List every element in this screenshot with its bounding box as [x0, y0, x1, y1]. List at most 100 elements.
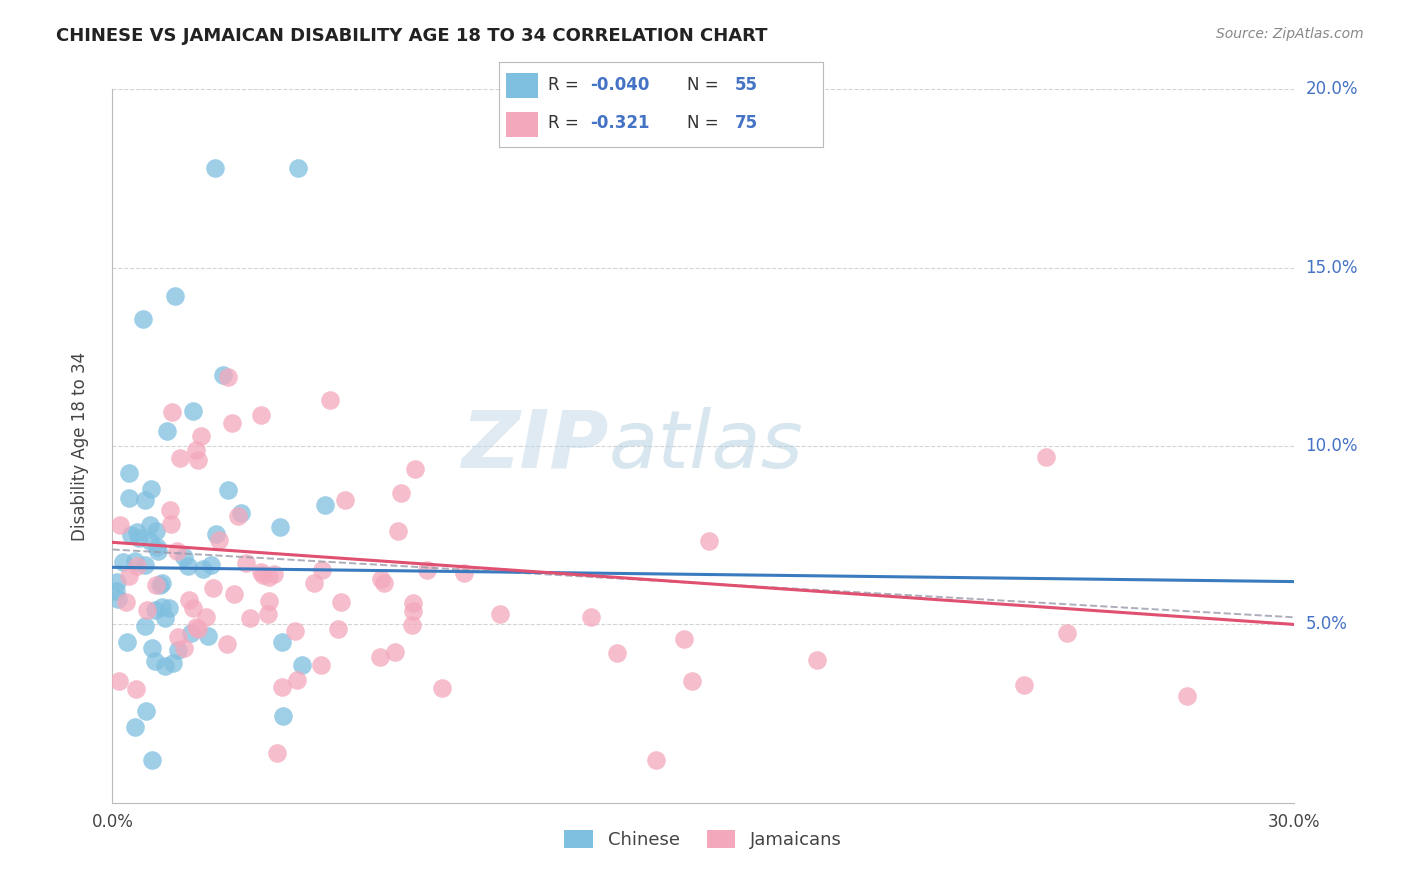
Point [143, 655, 166, 669]
Point [141, 753, 163, 767]
Point [118, 569, 141, 583]
Point [221, 416, 243, 430]
Text: CHINESE VS JAMAICAN DISABILITY AGE 18 TO 34 CORRELATION CHART: CHINESE VS JAMAICAN DISABILITY AGE 18 TO… [56, 27, 768, 45]
Point [105, 583, 128, 598]
Text: -0.040: -0.040 [589, 77, 650, 95]
Point [269, 520, 291, 534]
Point [222, 587, 245, 601]
Point [673, 632, 696, 646]
Point [333, 493, 356, 508]
Point [177, 559, 200, 574]
Point [453, 566, 475, 580]
Point [184, 442, 207, 457]
Point [284, 624, 307, 638]
Point [489, 607, 512, 621]
Point [384, 645, 406, 659]
Point [169, 451, 191, 466]
Point [153, 611, 176, 625]
Point [328, 622, 350, 636]
Text: 15.0%: 15.0% [1305, 259, 1358, 277]
Point [389, 485, 412, 500]
Point [271, 635, 294, 649]
Point [250, 408, 273, 422]
Point [387, 524, 409, 539]
Point [118, 491, 141, 505]
Point [190, 429, 212, 443]
Y-axis label: Disability Age 18 to 34: Disability Age 18 to 34 [70, 351, 89, 541]
Point [150, 600, 173, 615]
Point [252, 568, 274, 582]
Point [179, 592, 201, 607]
Point [115, 595, 138, 609]
Point [195, 610, 218, 624]
Point [135, 603, 157, 617]
Point [291, 657, 314, 672]
Text: atlas: atlas [609, 407, 803, 485]
Point [146, 541, 169, 555]
Point [579, 609, 602, 624]
Point [200, 558, 222, 572]
Text: -0.321: -0.321 [589, 114, 650, 132]
Point [644, 753, 666, 767]
Point [134, 619, 156, 633]
Point [141, 482, 163, 496]
Point [402, 595, 425, 609]
Text: 10.0%: 10.0% [1305, 437, 1358, 455]
Point [806, 653, 828, 667]
Point [217, 637, 239, 651]
Point [319, 392, 342, 407]
Point [211, 368, 233, 382]
Legend: Chinese, Jamaicans: Chinese, Jamaicans [555, 821, 851, 858]
Text: 55: 55 [735, 77, 758, 95]
Point [107, 674, 129, 689]
Point [111, 555, 134, 569]
Text: ZIP: ZIP [461, 407, 609, 485]
Point [153, 659, 176, 673]
Point [370, 649, 392, 664]
Point [187, 453, 209, 467]
Point [173, 549, 195, 564]
Point [266, 746, 288, 760]
Point [204, 161, 226, 175]
Point [125, 681, 148, 696]
Point [124, 720, 146, 734]
Point [402, 604, 425, 618]
Point [150, 575, 173, 590]
Point [139, 533, 162, 548]
Text: 75: 75 [735, 114, 758, 132]
Point [149, 577, 172, 591]
Point [165, 289, 187, 303]
Point [145, 524, 167, 539]
FancyBboxPatch shape [506, 112, 538, 137]
Point [257, 570, 280, 584]
Text: R =: R = [547, 114, 583, 132]
Point [217, 483, 239, 498]
Point [250, 566, 273, 580]
Point [128, 531, 150, 545]
Text: 20.0%: 20.0% [1305, 80, 1358, 98]
Point [263, 567, 285, 582]
Point [115, 634, 138, 648]
Point [105, 575, 128, 590]
Point [157, 601, 180, 615]
Point [148, 544, 170, 558]
Point [166, 630, 188, 644]
Point [1056, 626, 1078, 640]
Point [162, 657, 184, 671]
Point [208, 533, 231, 547]
Point [156, 424, 179, 438]
Point [145, 578, 167, 592]
Point [430, 681, 453, 695]
Point [401, 618, 423, 632]
Point [120, 528, 142, 542]
Point [416, 563, 439, 577]
Point [124, 554, 146, 568]
Point [127, 559, 149, 574]
Point [235, 556, 257, 570]
Point [134, 492, 156, 507]
Text: Source: ZipAtlas.com: Source: ZipAtlas.com [1216, 27, 1364, 41]
Text: R =: R = [547, 77, 583, 95]
Point [373, 576, 395, 591]
Point [181, 404, 204, 418]
Point [160, 517, 183, 532]
